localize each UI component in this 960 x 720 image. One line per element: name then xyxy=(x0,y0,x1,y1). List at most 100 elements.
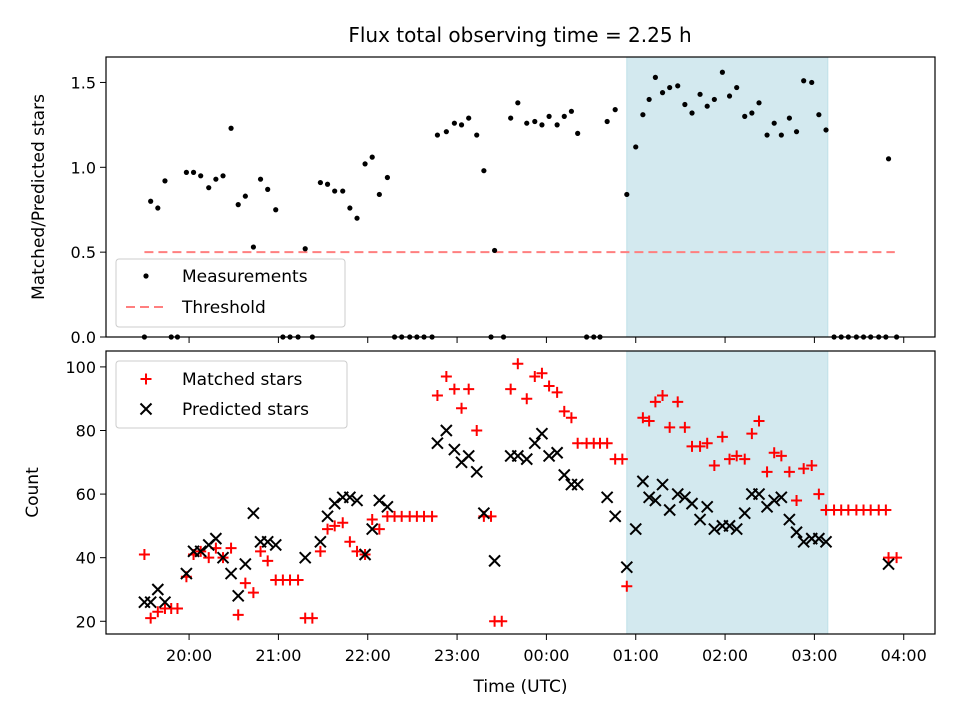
measurement-point xyxy=(675,83,681,89)
measurement-point xyxy=(771,120,777,126)
measurement-point xyxy=(793,129,800,135)
predicted-star-point xyxy=(269,538,282,552)
matched-star-point xyxy=(225,542,237,554)
measurement-point xyxy=(265,186,271,192)
measurement-point xyxy=(302,246,308,252)
measurement-point xyxy=(764,132,770,138)
matched-star-point xyxy=(753,415,765,427)
matched-star-point xyxy=(731,450,743,462)
measurement-point xyxy=(652,74,658,80)
measurement-point xyxy=(697,91,703,97)
predicted-star-point xyxy=(261,535,274,548)
measurement-point xyxy=(148,198,154,204)
matched-star-point xyxy=(344,536,356,548)
ratio-y-tick-label: 1.5 xyxy=(71,73,96,92)
predicted-star-point xyxy=(783,513,796,526)
measurement-point xyxy=(443,129,449,135)
measurement-point xyxy=(332,188,338,194)
matched-star-point xyxy=(456,402,468,414)
measurement-point xyxy=(451,120,457,126)
matched-star-point xyxy=(649,396,661,408)
measurement-point xyxy=(354,215,360,221)
predicted-star-point xyxy=(738,506,751,520)
ratio-plot-frame xyxy=(105,56,936,338)
predicted-star-point xyxy=(232,589,245,603)
ratio-y-axis-label: Matched/Predicted stars xyxy=(29,94,49,300)
measurement-point xyxy=(719,69,725,75)
measurement-point xyxy=(481,168,487,174)
matched-star-point xyxy=(701,437,713,449)
measurement-point xyxy=(162,178,168,184)
predicted-star-point xyxy=(608,510,622,523)
time-x-tick-label: 22:00 xyxy=(345,646,391,665)
measurement-point xyxy=(809,79,815,86)
count-y-tick-label: 40 xyxy=(76,549,96,568)
measurement-point xyxy=(742,113,748,119)
matched-star-point xyxy=(708,459,720,471)
measurement-point xyxy=(273,207,279,213)
measurement-point xyxy=(515,100,521,106)
measurement-point xyxy=(155,205,161,211)
count-y-tick-label: 60 xyxy=(76,485,96,504)
measurements-points xyxy=(141,69,900,340)
predicted-star-point xyxy=(790,526,803,539)
matched-star-point xyxy=(366,514,378,526)
measurement-point xyxy=(206,185,212,191)
predicted-star-point xyxy=(194,545,207,558)
predicted-star-point xyxy=(138,595,151,609)
matched-star-point xyxy=(463,383,475,395)
matched-star-point xyxy=(306,612,318,624)
matched-star-point xyxy=(664,421,676,433)
predicted-star-point xyxy=(600,491,614,504)
matched-star-point xyxy=(551,386,563,398)
legend-measurements-marker xyxy=(143,273,149,279)
ratio-legend: Measurements Threshold xyxy=(115,258,346,328)
measurement-point xyxy=(646,96,652,103)
measurement-point xyxy=(604,118,610,125)
predicted-star-point xyxy=(477,506,491,520)
predicted-star-point xyxy=(151,583,165,596)
matched-star-point xyxy=(798,463,810,475)
predicted-star-point xyxy=(620,561,634,574)
matched-star-point xyxy=(679,421,691,433)
predicted-star-point xyxy=(488,554,501,568)
predicted-star-point xyxy=(470,465,483,479)
matched-star-point xyxy=(329,520,341,532)
measurement-point xyxy=(786,115,792,121)
predicted-star-point xyxy=(797,535,810,548)
measurement-point xyxy=(756,100,762,106)
predicted-star-point xyxy=(144,595,157,609)
measurement-point xyxy=(633,144,639,150)
measurement-point xyxy=(711,96,717,103)
matched-star-point xyxy=(232,609,244,621)
time-x-tick-label: 04:00 xyxy=(881,646,927,665)
matched-star-point xyxy=(768,447,780,459)
predicted-star-point xyxy=(247,506,260,520)
measurement-point xyxy=(376,191,382,198)
predicted-star-point xyxy=(180,567,193,580)
legend-predicted-marker xyxy=(139,402,153,416)
matched-star-point xyxy=(558,405,570,417)
predicted-star-point xyxy=(366,522,379,536)
observing-window-band xyxy=(626,56,829,338)
time-x-axis-label: Time (UTC) xyxy=(473,677,568,697)
predicted-star-point xyxy=(685,497,699,510)
chart-title: Flux total observing time = 2.25 h xyxy=(348,23,691,47)
predicted-star-point xyxy=(636,475,650,488)
matched-star-point xyxy=(496,615,508,627)
legend-box xyxy=(115,258,346,328)
matched-star-point xyxy=(806,459,818,471)
measurement-point xyxy=(250,244,256,250)
predicted-star-point xyxy=(462,449,475,463)
predicted-star-point xyxy=(730,522,743,536)
predicted-star-point xyxy=(440,424,453,437)
measurement-point xyxy=(749,110,755,116)
measurement-point xyxy=(612,107,618,113)
matched-star-point xyxy=(543,380,555,392)
measurement-point xyxy=(508,115,514,121)
predicted-star-point xyxy=(767,494,781,507)
ratio-panel: 0.0 0.5 1.0 1.5 Matched/Predicted stars Mea… xyxy=(29,56,936,347)
measurement-point xyxy=(198,173,204,179)
legend-measurements-label: Measurements xyxy=(182,267,308,287)
